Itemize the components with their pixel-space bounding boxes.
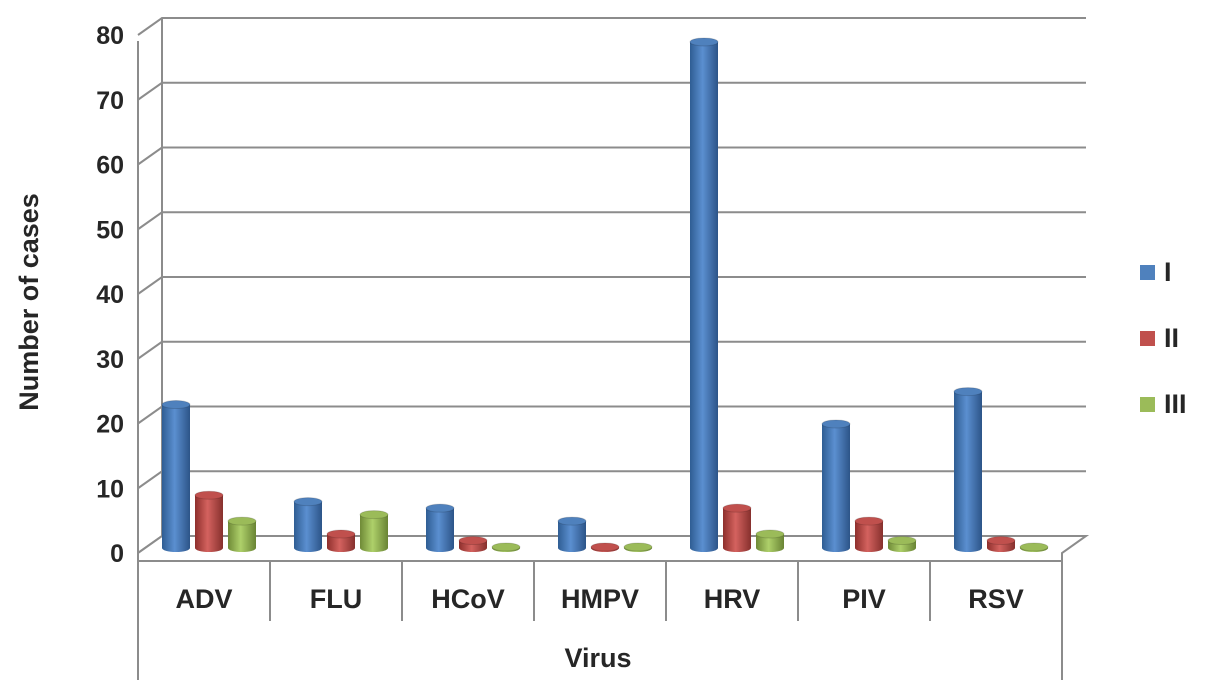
category-label: HMPV <box>561 584 639 614</box>
bar-piv-i <box>821 419 851 552</box>
category-axis: ADV FLU HCoV HMPV HRV PIV RSV <box>137 561 1063 680</box>
category-label: RSV <box>968 584 1024 614</box>
legend-label: II <box>1164 323 1179 353</box>
category-label: ADV <box>175 584 232 614</box>
bar-piv-iii <box>887 536 917 552</box>
y-tick-label: 60 <box>96 152 124 180</box>
y-tick-labels: 0 10 20 30 40 50 60 70 80 <box>96 22 124 568</box>
gridline <box>137 405 1086 425</box>
gridline <box>137 470 1086 490</box>
bar-hmpv-iii <box>623 542 653 552</box>
bar-hrv-ii <box>722 503 752 552</box>
category-label: HCoV <box>431 584 505 614</box>
y-tick-label: 30 <box>96 346 124 374</box>
legend-label: I <box>1164 257 1172 287</box>
y-tick-label: 0 <box>110 540 124 568</box>
bar-hmpv-i <box>557 516 587 552</box>
bar-piv-ii <box>854 516 884 552</box>
legend-swatch <box>1140 331 1155 346</box>
gridline <box>137 81 1086 101</box>
category-label: FLU <box>310 584 362 614</box>
grid <box>137 17 1086 554</box>
bar-hrv-iii <box>755 529 785 552</box>
bar-rsv-iii <box>1019 542 1049 552</box>
bar-hmpv-ii <box>590 542 620 552</box>
y-tick-label: 80 <box>96 22 124 50</box>
bar-rsv-i <box>953 387 983 552</box>
y-tick-label: 40 <box>96 281 124 309</box>
y-tick-label: 50 <box>96 216 124 244</box>
legend-label: III <box>1164 389 1187 419</box>
legend-swatch <box>1140 265 1155 280</box>
bar-rsv-ii <box>986 536 1016 552</box>
bar-flu-iii <box>359 510 389 552</box>
category-label: PIV <box>842 584 886 614</box>
bar-flu-ii <box>326 529 356 552</box>
y-axis-title: Number of cases <box>14 193 44 411</box>
bar-adv-ii <box>194 490 224 552</box>
y-tick-label: 10 <box>96 475 124 503</box>
bar-adv-iii <box>227 516 257 552</box>
gridline <box>137 340 1086 360</box>
gridline <box>137 211 1086 231</box>
bar-hcov-i <box>425 503 455 552</box>
bar-hrv-i <box>689 37 719 552</box>
gridline <box>137 276 1086 295</box>
gridline <box>137 17 1086 36</box>
bar-flu-i <box>293 497 323 552</box>
bars <box>161 37 1049 552</box>
y-tick-label: 70 <box>96 87 124 115</box>
legend-swatch <box>1140 397 1155 412</box>
gridline <box>137 146 1086 166</box>
bar-hcov-iii <box>491 542 521 552</box>
bar-adv-i <box>161 400 191 552</box>
bar-hcov-ii <box>458 536 488 552</box>
category-label: HRV <box>704 584 761 614</box>
y-tick-label: 20 <box>96 411 124 439</box>
x-axis-title: Virus <box>564 643 631 673</box>
